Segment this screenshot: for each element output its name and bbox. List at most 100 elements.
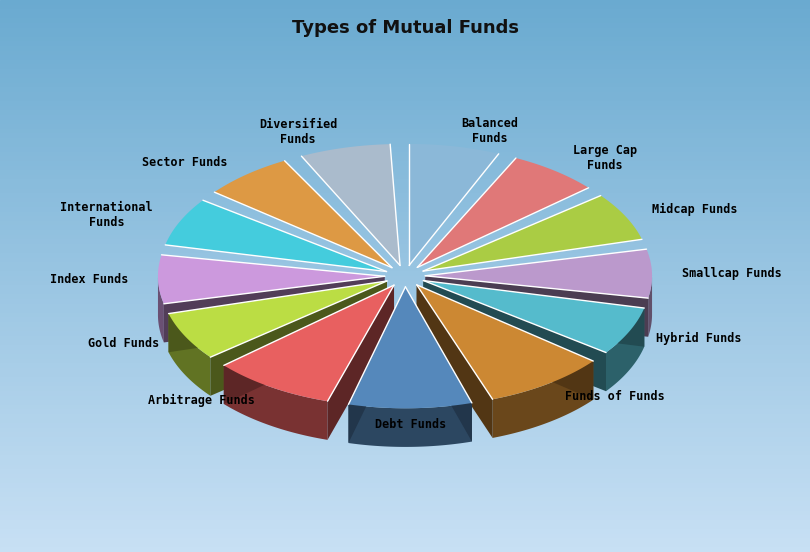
Bar bbox=[0, 423, 810, 428]
Bar bbox=[0, 548, 810, 552]
Bar bbox=[0, 299, 810, 304]
Bar bbox=[0, 363, 810, 368]
Bar bbox=[0, 193, 810, 198]
Polygon shape bbox=[224, 365, 327, 440]
Bar bbox=[0, 451, 810, 455]
Bar bbox=[0, 304, 810, 308]
Polygon shape bbox=[423, 195, 642, 271]
Bar bbox=[0, 322, 810, 327]
Bar bbox=[0, 203, 810, 207]
Bar bbox=[0, 207, 810, 211]
Bar bbox=[0, 336, 810, 341]
Bar bbox=[0, 225, 810, 230]
Text: Diversified
Funds: Diversified Funds bbox=[259, 118, 338, 146]
Bar bbox=[0, 18, 810, 23]
Bar bbox=[0, 23, 810, 28]
Bar bbox=[0, 524, 810, 529]
Bar bbox=[0, 272, 810, 276]
Polygon shape bbox=[348, 403, 472, 447]
Bar bbox=[0, 313, 810, 317]
Bar bbox=[0, 455, 810, 460]
Bar bbox=[0, 170, 810, 175]
Polygon shape bbox=[211, 281, 387, 396]
Bar bbox=[0, 396, 810, 400]
Text: Sector Funds: Sector Funds bbox=[142, 156, 228, 169]
Polygon shape bbox=[224, 285, 394, 404]
Bar bbox=[0, 538, 810, 543]
Bar bbox=[0, 446, 810, 451]
Bar bbox=[0, 474, 810, 479]
Bar bbox=[0, 97, 810, 101]
Bar bbox=[0, 216, 810, 221]
Polygon shape bbox=[158, 255, 385, 304]
Bar bbox=[0, 391, 810, 396]
Bar bbox=[0, 437, 810, 442]
Polygon shape bbox=[406, 287, 472, 442]
Bar bbox=[0, 101, 810, 106]
Bar bbox=[0, 290, 810, 294]
Polygon shape bbox=[409, 144, 499, 266]
Bar bbox=[0, 368, 810, 373]
Bar bbox=[0, 497, 810, 501]
Bar bbox=[0, 14, 810, 18]
Bar bbox=[0, 428, 810, 432]
Bar bbox=[0, 175, 810, 179]
Bar bbox=[0, 32, 810, 37]
Bar bbox=[0, 9, 810, 14]
Bar bbox=[0, 327, 810, 331]
Bar bbox=[0, 460, 810, 465]
Bar bbox=[0, 152, 810, 156]
Bar bbox=[0, 83, 810, 87]
Bar bbox=[0, 55, 810, 60]
Bar bbox=[0, 280, 810, 285]
Bar bbox=[0, 211, 810, 216]
Polygon shape bbox=[606, 308, 644, 391]
Polygon shape bbox=[168, 281, 387, 352]
Bar bbox=[0, 179, 810, 184]
Bar bbox=[0, 41, 810, 46]
Polygon shape bbox=[158, 275, 164, 342]
Bar bbox=[0, 382, 810, 386]
Text: Arbitrage Funds: Arbitrage Funds bbox=[148, 394, 255, 407]
Bar bbox=[0, 92, 810, 97]
Bar bbox=[0, 543, 810, 548]
Bar bbox=[0, 511, 810, 515]
Bar bbox=[0, 248, 810, 253]
Bar bbox=[0, 166, 810, 170]
Bar bbox=[0, 78, 810, 83]
Bar bbox=[0, 414, 810, 418]
Bar bbox=[0, 189, 810, 193]
Bar bbox=[0, 46, 810, 51]
Bar bbox=[0, 106, 810, 110]
Polygon shape bbox=[424, 280, 606, 391]
Bar bbox=[0, 294, 810, 299]
Bar bbox=[0, 267, 810, 272]
Text: Midcap Funds: Midcap Funds bbox=[652, 203, 737, 216]
Polygon shape bbox=[327, 285, 394, 440]
Bar bbox=[0, 110, 810, 115]
Polygon shape bbox=[492, 361, 593, 438]
Bar bbox=[0, 373, 810, 377]
Bar bbox=[0, 230, 810, 235]
Bar bbox=[0, 115, 810, 120]
Bar bbox=[0, 60, 810, 65]
Bar bbox=[0, 405, 810, 410]
Text: Index Funds: Index Funds bbox=[50, 273, 129, 286]
Polygon shape bbox=[416, 285, 593, 399]
Bar bbox=[0, 198, 810, 203]
Polygon shape bbox=[424, 280, 644, 347]
Bar bbox=[0, 134, 810, 138]
Bar bbox=[0, 354, 810, 359]
Bar bbox=[0, 442, 810, 446]
Bar bbox=[0, 51, 810, 55]
Bar bbox=[0, 345, 810, 349]
Polygon shape bbox=[301, 144, 400, 266]
Text: Balanced
Funds: Balanced Funds bbox=[461, 117, 518, 145]
Polygon shape bbox=[168, 314, 211, 396]
Bar bbox=[0, 465, 810, 469]
Bar bbox=[0, 418, 810, 423]
Bar bbox=[0, 529, 810, 534]
Polygon shape bbox=[424, 280, 644, 353]
Bar bbox=[0, 253, 810, 258]
Polygon shape bbox=[425, 276, 648, 337]
